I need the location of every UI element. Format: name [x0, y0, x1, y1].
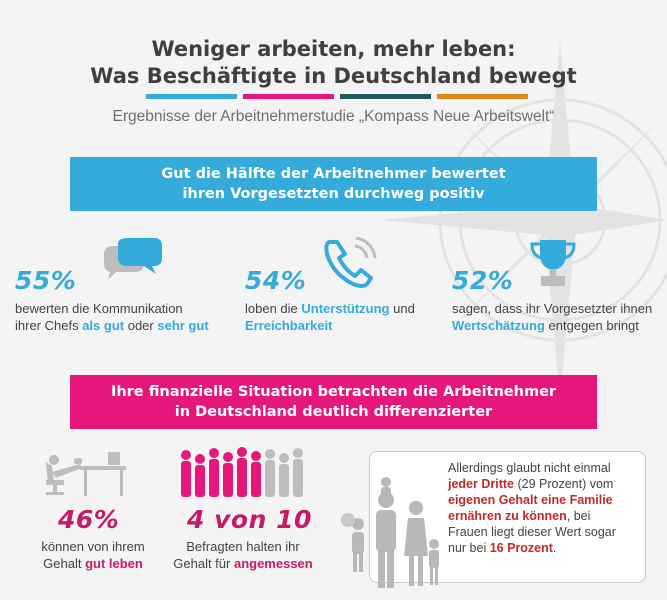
stat-support-text: loben die Unterstützung und Erreichbarke… [245, 301, 415, 333]
stat-living-text: können von ihrem Gehalt gut leben [41, 539, 145, 571]
crowd-icon [181, 447, 303, 497]
stat-adequate-text: Befragten halten ihr Gehalt für angemess… [173, 539, 313, 571]
stat-support-value: 54% [245, 266, 307, 295]
color-divider-bars [146, 94, 528, 99]
family-icon [341, 477, 439, 588]
page-title: Weniger arbeiten, mehr leben: Was Beschä… [90, 37, 577, 88]
stat-adequate-value: 4 von 10 [187, 505, 312, 534]
stat-communication-text: bewerten die Kommunikation ihrer Chefs a… [15, 301, 209, 333]
stat-communication-value: 55% [15, 266, 77, 295]
relaxing-desk-icon [46, 452, 126, 496]
phone-icon [324, 236, 377, 288]
stat-appreciation-value: 52% [452, 266, 514, 295]
family-info-text: Allerdings glaubt nicht einmal jeder Dri… [448, 461, 616, 555]
stat-appreciation-text: sagen, dass ihr Vorgesetzter ihnen Werts… [452, 301, 653, 333]
family-info-card [369, 451, 646, 583]
divider-bar-blue [146, 94, 237, 99]
section1-banner: Gut die Hälfte der Arbeitnehmer bewertet… [70, 157, 597, 211]
divider-bar-orange [437, 94, 528, 99]
divider-bar-pink [243, 94, 334, 99]
divider-bar-teal [340, 94, 431, 99]
section2-banner: Ihre finanzielle Situation betrachten di… [70, 375, 597, 429]
page-subtitle: Ergebnisse der Arbeitnehmerstudie „Kompa… [112, 108, 555, 125]
trophy-icon [530, 240, 576, 286]
speech-bubbles-icon [104, 238, 162, 280]
stat-living-value: 46% [58, 505, 120, 534]
